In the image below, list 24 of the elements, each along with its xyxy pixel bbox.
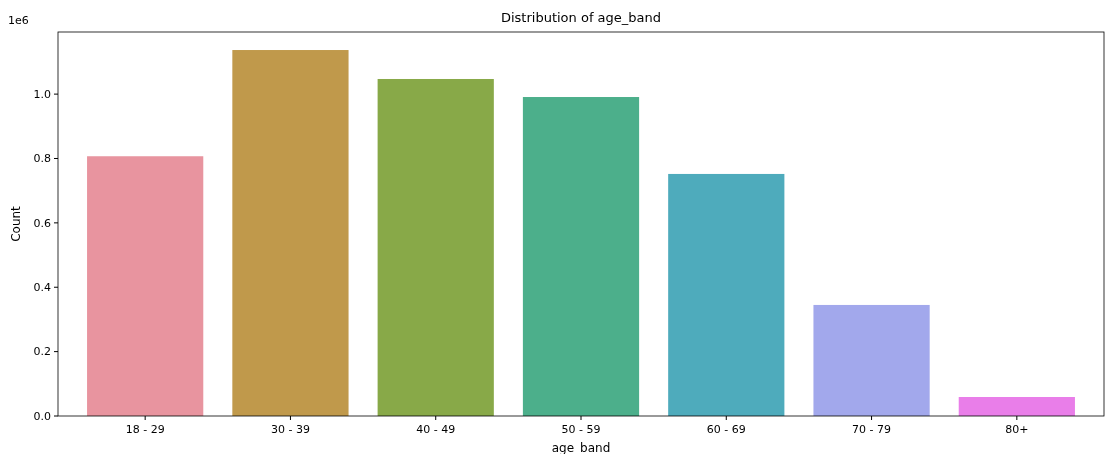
y-tick-label: 0.0 [33, 409, 51, 423]
y-tick-label: 0.6 [33, 216, 51, 230]
x-tick-label: 40 - 49 [416, 423, 456, 436]
bar [377, 78, 494, 416]
x-tick-label: 30 - 39 [270, 423, 310, 436]
chart-title: Distribution of age_band [500, 10, 662, 25]
text: 1e6 [8, 14, 29, 27]
bar [813, 304, 930, 416]
x-tick-label: 70 - 79 [852, 423, 892, 436]
x-tick-label: 80+ [1005, 423, 1029, 436]
bar [87, 156, 204, 416]
y-tick-label: 1.0 [33, 87, 51, 101]
x-tick-label: 60 - 69 [706, 423, 746, 436]
x-axis-title: age_band [551, 441, 611, 454]
y-tick-label: 0.4 [33, 281, 51, 295]
y-tick-label: 0.2 [33, 345, 51, 359]
bar [232, 50, 349, 416]
y-tick-label: 0.8 [33, 152, 51, 166]
bar [522, 97, 640, 416]
x-tick-label: 18 - 29 [125, 423, 165, 436]
bar [668, 173, 785, 416]
bar [958, 397, 1075, 416]
y-axis-title: Count [9, 205, 23, 242]
x-tick-label: 50 - 59 [561, 423, 601, 436]
